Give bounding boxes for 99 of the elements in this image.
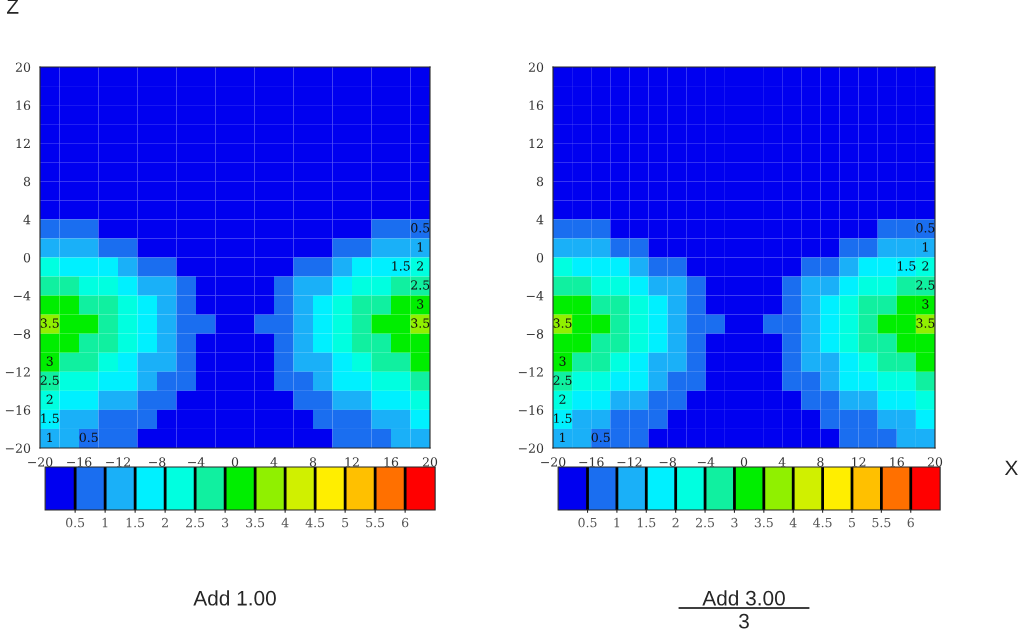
- color-bar-label: 0.5: [578, 517, 597, 528]
- y-tick-label: 4: [23, 214, 31, 225]
- y-axis-title: Z: [7, 0, 19, 14]
- color-bar-label: 3.5: [754, 517, 773, 528]
- color-bar-label: 3: [222, 517, 229, 528]
- color-bar-label: 2: [162, 517, 168, 528]
- y-tick-label: 0: [536, 252, 544, 263]
- y-tick-label: −20: [5, 443, 31, 453]
- text: 3: [559, 356, 566, 366]
- y-tick-label: −8: [13, 329, 31, 339]
- x-tick-label: 8: [817, 457, 824, 467]
- y-tick-label: 12: [529, 138, 543, 148]
- annotation: 3: [417, 299, 424, 309]
- color-bar-label: 0.5: [66, 517, 85, 528]
- color-bar-label: 3.5: [246, 517, 265, 528]
- y-tick-label: 16: [16, 100, 31, 111]
- y-tick-label: 12: [16, 138, 30, 148]
- color-bar-label: 5.5: [366, 518, 385, 528]
- annotation: 2.5: [916, 280, 935, 290]
- color-bar-label: 5: [849, 518, 855, 528]
- y-tick-label: −8: [526, 329, 544, 339]
- annotation: 2: [46, 394, 53, 404]
- y-tick-label: 8: [536, 176, 544, 187]
- x-tick-label: 20: [927, 457, 943, 467]
- x-tick-label: −16: [67, 457, 92, 467]
- annotation: 1: [560, 432, 565, 442]
- x-tick-label: 4: [270, 457, 278, 467]
- color-bar-label: 5: [342, 518, 349, 528]
- color-bar-label: 6: [907, 517, 914, 528]
- x-tick-label: 12: [852, 457, 866, 467]
- color-bar-label: 3: [731, 517, 738, 528]
- x-tick-label: −12: [617, 457, 642, 467]
- color-bar-label: 1: [614, 517, 620, 528]
- y-tick-label: −20: [518, 443, 544, 453]
- x-tick-label: 20: [422, 457, 438, 467]
- annotation: 1: [417, 242, 423, 252]
- y-tick-label: −12: [518, 367, 543, 377]
- color-bar-label: 2.5: [695, 517, 715, 528]
- annotation: 3.5: [40, 318, 59, 328]
- annotation: 0.5: [591, 432, 610, 443]
- color-bar-label: 4: [789, 517, 797, 528]
- x-tick-label: 12: [345, 457, 359, 467]
- y-tick-label: 20: [528, 62, 544, 72]
- text: Add 1.00: [193, 590, 276, 606]
- y-tick-label: 4: [536, 214, 544, 225]
- annotation: 1.5: [554, 413, 572, 424]
- x-tick-label: −8: [149, 457, 166, 467]
- x-tick-label: 0: [231, 457, 239, 467]
- annotation: 2: [417, 261, 423, 271]
- x-tick-label: 4: [778, 457, 786, 467]
- y-tick-label: 20: [15, 62, 31, 72]
- x-tick-label: 16: [890, 457, 904, 467]
- color-bar-label: 4: [281, 517, 289, 528]
- color-bar-label: 2: [672, 517, 679, 528]
- y-tick-label: −4: [526, 291, 544, 301]
- annotation: 3.5: [916, 318, 935, 328]
- y-tick-label: 0: [23, 252, 31, 263]
- annotation: 2.5: [553, 375, 572, 385]
- y-tick-label: 16: [529, 100, 544, 111]
- color-bar-label: 1.5: [637, 517, 656, 528]
- annotation: 2.5: [411, 280, 430, 290]
- color-bar-label: 1.5: [126, 517, 145, 528]
- x-tick-label: −4: [697, 457, 715, 467]
- color-bar-label: 5.5: [872, 518, 891, 528]
- annotation: 0.5: [916, 223, 935, 233]
- annotation: 3: [922, 299, 929, 309]
- annotation: 0.5: [411, 223, 430, 233]
- x-tick-label: −12: [106, 457, 130, 467]
- y-tick-label: −16: [518, 405, 544, 415]
- annotation: 3.5: [553, 318, 572, 328]
- x-tick-label: 8: [309, 457, 317, 467]
- y-tick-label: 8: [23, 176, 31, 187]
- y-tick-label: −16: [5, 405, 31, 415]
- annotation: 2.5: [40, 375, 59, 385]
- color-bar-label: 1: [102, 517, 108, 528]
- y-tick-label: −4: [13, 291, 31, 301]
- x-tick-label: 0: [740, 457, 748, 467]
- annotation: 2: [559, 394, 566, 404]
- x-tick-label: −4: [188, 457, 205, 467]
- x-tick-label: −16: [579, 457, 604, 467]
- annotation: 1: [47, 432, 52, 442]
- text: Add 3.00: [702, 590, 785, 606]
- y-tick-label: −12: [5, 367, 30, 377]
- text: 3: [739, 613, 749, 629]
- annotation: 3.5: [411, 318, 430, 328]
- annotation: 1.5: [392, 261, 410, 271]
- color-bar-label: 4.5: [305, 517, 325, 528]
- annotation: 3: [46, 356, 53, 366]
- color-bar-label: 6: [402, 517, 409, 528]
- annotation: 1.5: [897, 261, 916, 271]
- annotation: 2: [922, 261, 929, 271]
- color-bar-label: 4.5: [813, 517, 832, 528]
- annotation: 1.5: [41, 413, 59, 424]
- x-tick-label: −8: [659, 457, 676, 467]
- x-axis-title: X: [1004, 460, 1018, 476]
- annotation: 0.5: [79, 432, 98, 443]
- color-bar-label: 2.5: [186, 517, 205, 528]
- x-tick-label: 16: [384, 457, 399, 467]
- annotation: 1: [923, 242, 928, 252]
